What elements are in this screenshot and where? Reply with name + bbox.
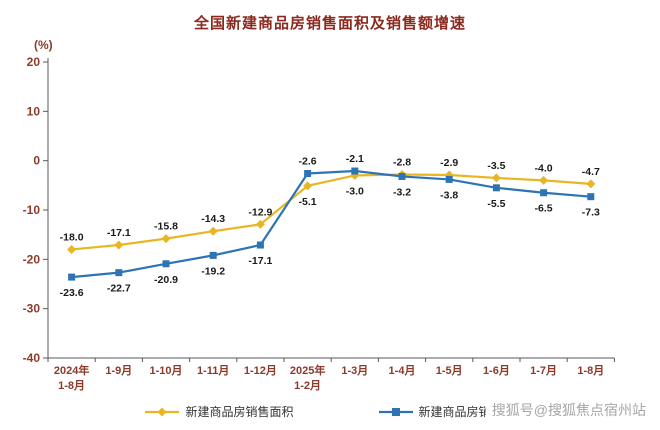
x-tick-label: 1-7月 xyxy=(530,364,557,377)
data-label: -2.6 xyxy=(299,155,317,167)
x-tick-label: 1-3月 xyxy=(341,364,368,377)
data-point-marker xyxy=(255,219,265,229)
data-point-marker xyxy=(303,181,313,191)
data-point-marker xyxy=(304,169,312,177)
data-label: -18.0 xyxy=(60,231,84,243)
line-chart-canvas: 20 10 0 -10 -20 -30 -40 2024年 1-8月 1-9月 1-10月 1-11月… xyxy=(23,55,615,392)
data-point-marker xyxy=(539,175,549,185)
data-point-marker xyxy=(398,172,406,180)
data-point-marker xyxy=(586,179,596,189)
chart-title: 全国新建商品房销售面积及销售额增速 xyxy=(193,15,466,32)
x-tick-label: 1-8月 xyxy=(577,364,604,377)
x-tick-label: 1-4月 xyxy=(389,364,416,377)
data-labels: -18.0 -23.6 -17.1 -22.7 -15.8 -20.9 -14.3 -19.2… xyxy=(60,153,600,299)
data-point-marker xyxy=(209,251,217,259)
data-label: -19.2 xyxy=(201,265,225,277)
y-axis-tick-labels: 20 10 0 -10 -20 -30 -40 xyxy=(23,55,41,365)
x-tick-label: 1-5月 xyxy=(436,364,463,377)
data-point-marker xyxy=(492,184,500,192)
series-line xyxy=(71,173,591,251)
data-label: -4.0 xyxy=(535,162,553,174)
x-axis-tick-labels: 2024年 1-8月 1-9月 1-10月 1-11月 1-12月 2025年 1-2月 1-3… xyxy=(54,363,604,392)
data-label: -14.3 xyxy=(201,213,225,225)
x-tick-label: 1-10月 xyxy=(149,364,182,377)
y-tick-label: 20 xyxy=(27,55,41,69)
sales-amount-legend-marker-icon xyxy=(378,407,413,416)
series-sales-amount xyxy=(68,167,595,281)
data-label: -3.8 xyxy=(440,189,458,201)
data-point-marker xyxy=(114,240,124,250)
legend-item-sales-area: 新建商品房销售面积 xyxy=(145,403,294,420)
data-label: -17.1 xyxy=(248,255,272,267)
data-label: -20.9 xyxy=(154,274,178,286)
axes xyxy=(43,58,615,362)
y-axis-unit-label: (%) xyxy=(34,38,53,52)
data-point-marker xyxy=(256,241,264,249)
data-point-marker xyxy=(491,173,501,183)
data-label: -2.1 xyxy=(346,153,364,165)
data-label: -15.8 xyxy=(154,221,178,233)
data-label: -17.1 xyxy=(107,227,131,239)
x-tick-label: 1-6月 xyxy=(483,364,510,377)
data-point-marker xyxy=(162,260,170,268)
x-tick-label: 1-9月 xyxy=(105,364,132,377)
sales-area-legend-label: 新建商品房销售面积 xyxy=(185,405,294,419)
series-line xyxy=(71,169,591,279)
y-tick-label: 10 xyxy=(27,104,41,118)
data-point-marker xyxy=(587,193,595,201)
y-tick-label: -30 xyxy=(23,302,41,316)
watermark-text: 搜狐号@搜狐焦点宿州站 xyxy=(485,401,648,419)
x-tick-label: 2024年 xyxy=(54,363,89,377)
data-label: -7.3 xyxy=(582,207,600,219)
data-label: -3.5 xyxy=(487,160,505,172)
data-label: -5.5 xyxy=(487,198,505,210)
data-label: -6.5 xyxy=(535,203,553,215)
y-tick-label: -20 xyxy=(23,252,41,266)
data-label: -4.7 xyxy=(582,166,600,178)
y-tick-label: -10 xyxy=(23,203,41,217)
data-label: -2.8 xyxy=(393,156,411,168)
data-point-marker xyxy=(115,269,123,277)
data-label: -12.9 xyxy=(248,206,272,218)
data-point-marker xyxy=(161,234,171,244)
sales-area-legend-marker-icon xyxy=(145,407,180,416)
data-point-marker xyxy=(68,273,76,281)
data-label: -22.7 xyxy=(107,283,131,295)
x-tick-label: 1-8月 xyxy=(58,379,85,392)
x-tick-label: 1-2月 xyxy=(294,379,321,392)
data-point-marker xyxy=(540,189,548,197)
x-tick-label: 1-12月 xyxy=(244,364,277,377)
x-tick-label: 1-11月 xyxy=(197,364,229,377)
x-tick-label: 2025年 xyxy=(290,363,325,377)
data-point-marker xyxy=(351,167,359,175)
legend-diamond-marker-icon xyxy=(157,407,167,416)
data-label: -3.2 xyxy=(393,186,411,198)
data-label: -5.1 xyxy=(299,196,317,208)
data-point-marker xyxy=(208,226,218,236)
data-label: -3.0 xyxy=(346,185,364,197)
series-sales-area xyxy=(67,169,596,254)
data-point-marker xyxy=(67,244,77,254)
data-label: -2.9 xyxy=(440,157,458,169)
y-tick-label: 0 xyxy=(33,154,40,168)
legend-square-marker-icon xyxy=(391,407,400,416)
y-tick-label: -40 xyxy=(23,351,41,365)
data-label: -23.6 xyxy=(60,287,84,299)
data-point-marker xyxy=(445,175,453,183)
